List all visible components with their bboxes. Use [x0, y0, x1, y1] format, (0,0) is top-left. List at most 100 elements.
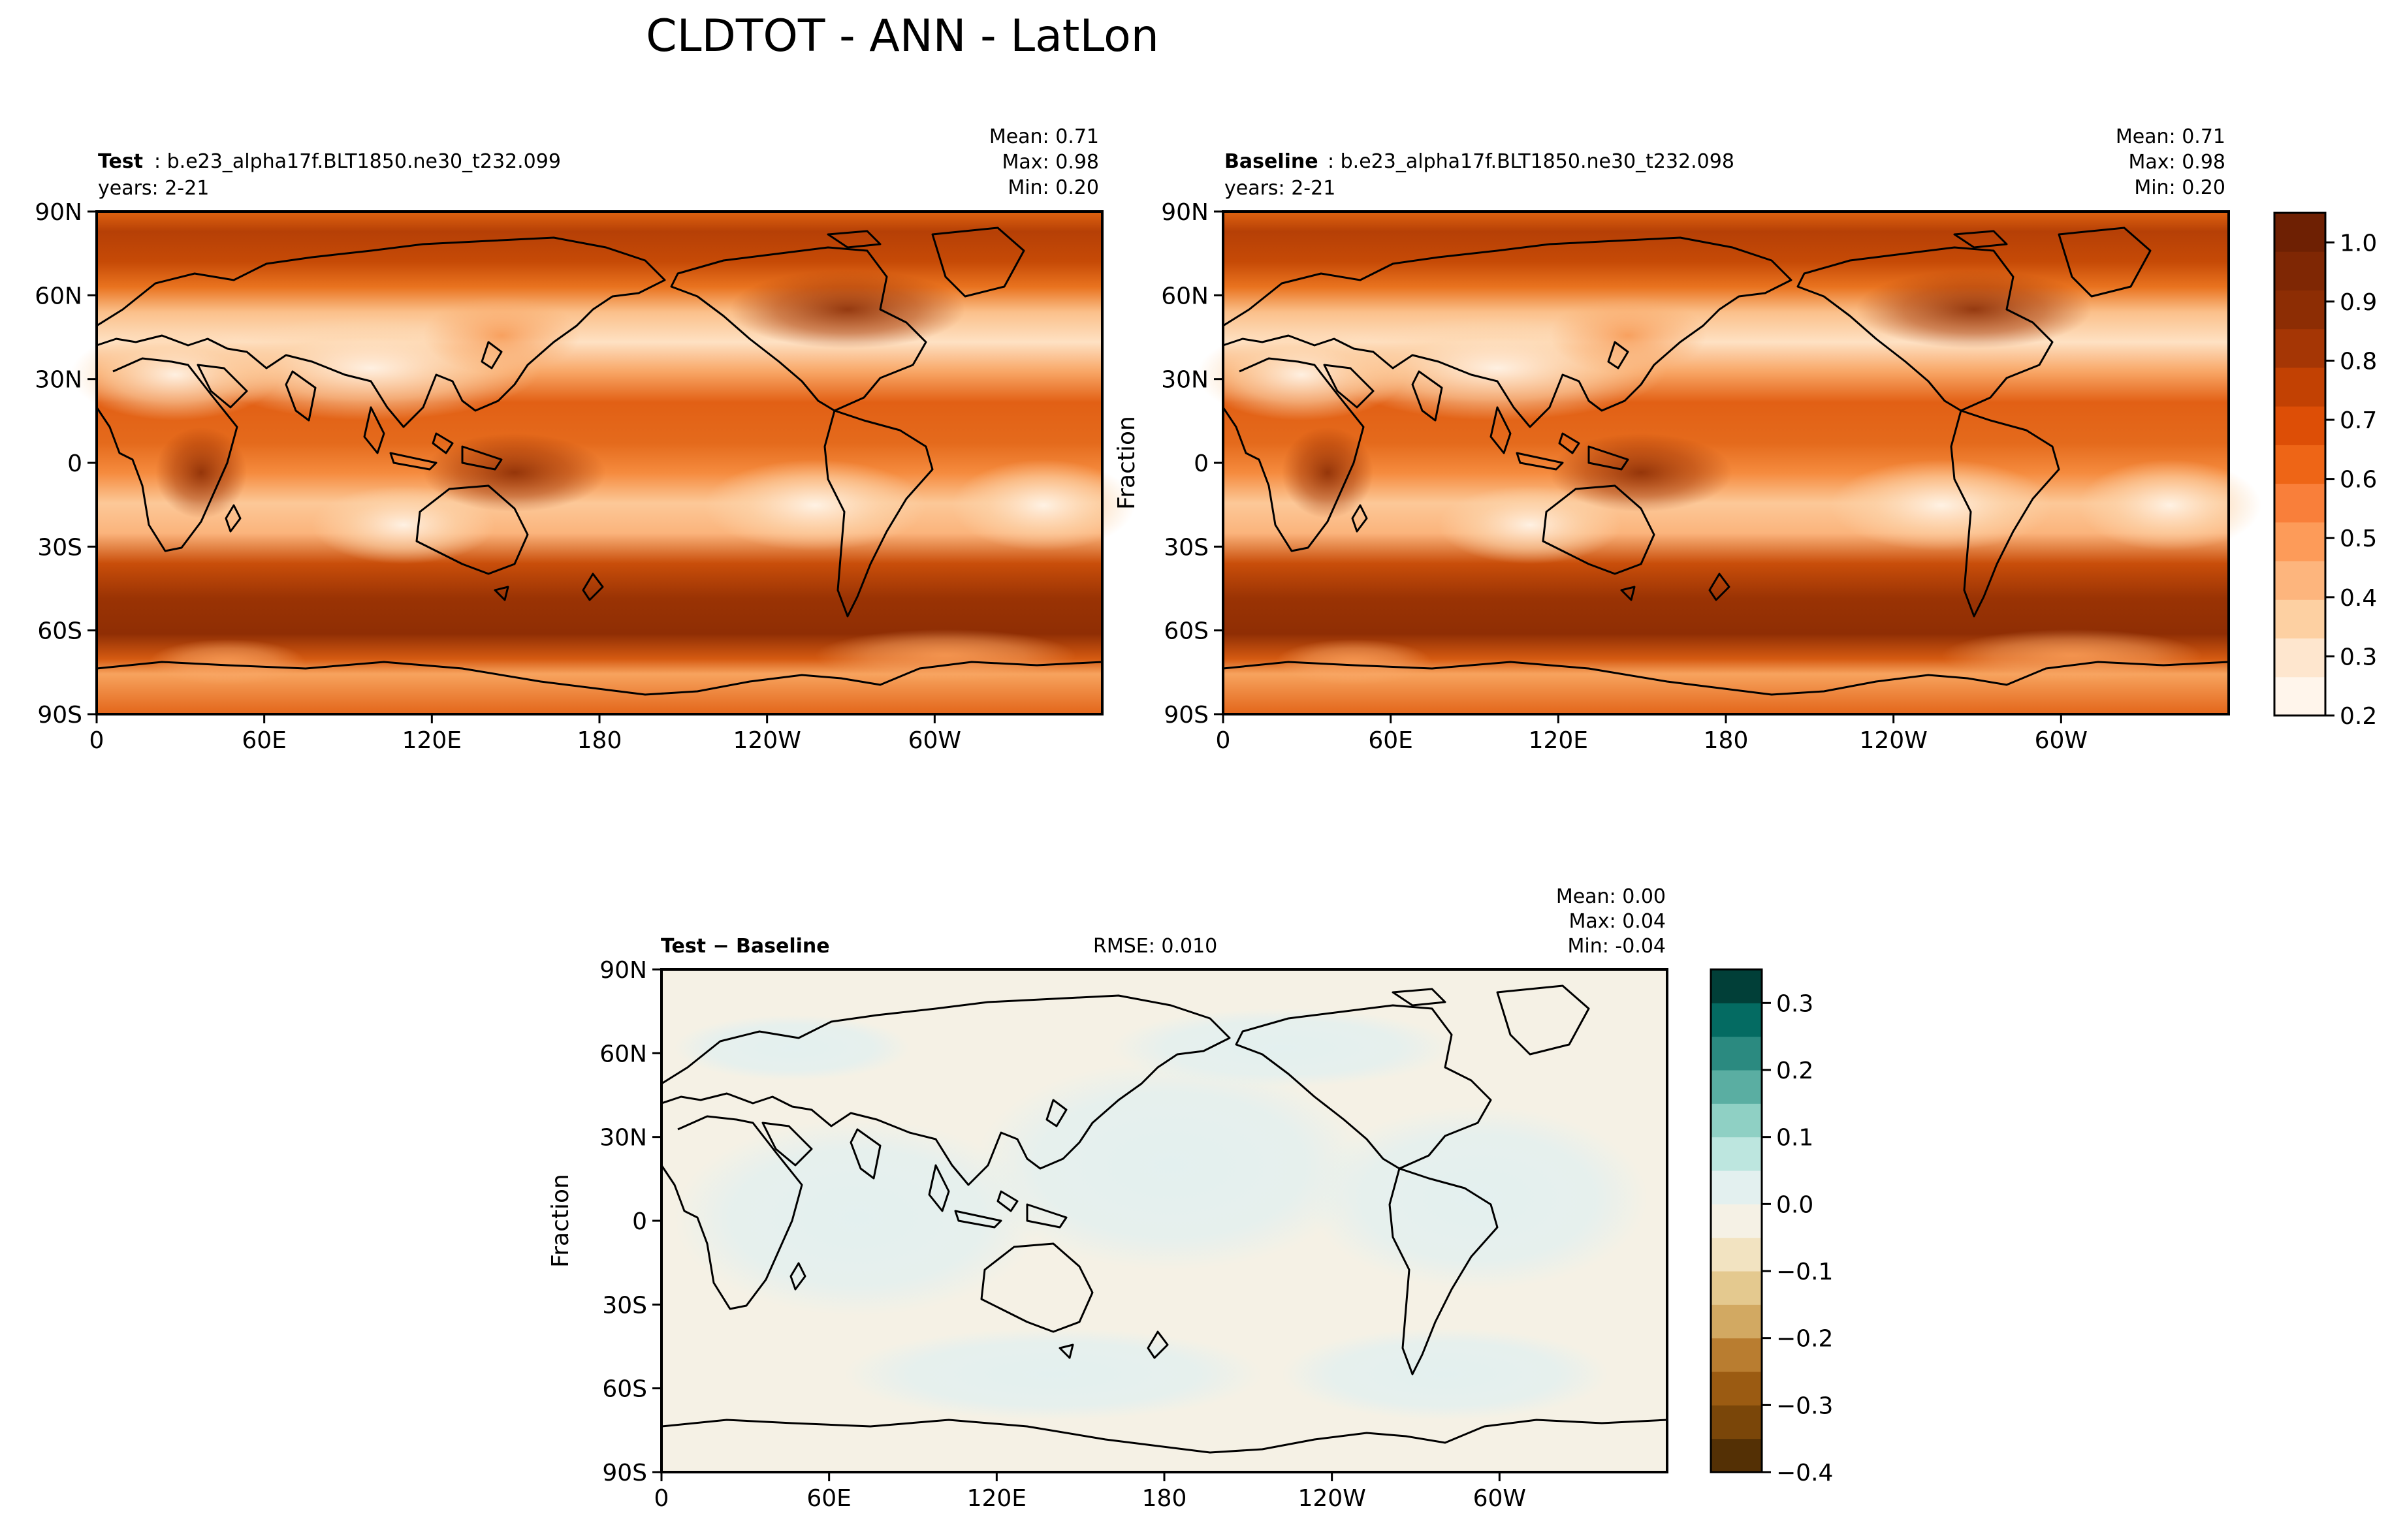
panel-baseline-mean: Mean: 0.71 [2116, 125, 2225, 148]
colorbar-tick-label: −0.2 [1776, 1326, 1833, 1353]
panel-baseline-label: : b.e23_alpha17f.BLT1850.ne30_t232.098 [1328, 150, 1734, 173]
colorbar-swatch [1711, 969, 1762, 1003]
panel-test: Test : b.e23_alpha17f.BLT1850.ne30_t232.… [71, 125, 1135, 715]
panel-baseline-label-bold: Baseline [1224, 150, 1318, 173]
axis-ticks: 0 60E 120E 180 120W 60W 90N 60N 30N 0 30S 60S 90S 0 60… [35, 199, 2088, 1512]
panel-baseline-max: Max: 0.98 [2129, 151, 2225, 174]
y-tick-label: 60S [602, 1376, 647, 1403]
panel-diff-rmse: RMSE: 0.010 [1093, 935, 1217, 958]
y-tick-label: 30N [1161, 367, 1209, 394]
x-tick-label: 120E [1529, 727, 1588, 754]
y-tick-label: 30S [1164, 534, 1209, 561]
colorbar-swatch [2274, 367, 2325, 407]
x-tick-label: 180 [1142, 1485, 1187, 1512]
colorbar-swatch [1711, 1304, 1762, 1339]
x-tick-label: 0 [1216, 727, 1231, 754]
y-tick-label: 90S [602, 1460, 647, 1486]
y-tick-label: 60N [35, 283, 82, 309]
y-tick-label: 60S [37, 618, 82, 645]
colorbar-swatch [1711, 1137, 1762, 1171]
colorbar-tick-label: 0.0 [1776, 1191, 1813, 1218]
y-tick-label: 30S [37, 534, 82, 561]
colorbar-swatch [1711, 1103, 1762, 1138]
colorbar-swatch [1711, 1204, 1762, 1238]
panel-diff-max: Max: 0.04 [1569, 910, 1666, 933]
colorbar-swatch [2274, 213, 2325, 252]
colorbar-swatch [1711, 1372, 1762, 1406]
y-tick-label: 60N [1161, 283, 1209, 309]
panel-diff-min: Min: -0.04 [1568, 935, 1666, 958]
x-tick-label: 0 [89, 727, 104, 754]
x-tick-label: 120W [733, 727, 801, 754]
panel-test-mean: Mean: 0.71 [989, 125, 1099, 148]
colorbar-swatch [1711, 1237, 1762, 1272]
y-tick-label: 90S [1164, 702, 1209, 729]
x-tick-label: 120E [967, 1485, 1027, 1512]
panel-test-min: Min: 0.20 [1008, 176, 1099, 199]
colorbar-swatch [1711, 1438, 1762, 1473]
colorbar-tick-label: −0.3 [1776, 1392, 1833, 1419]
colorbar-swatch [2274, 251, 2325, 291]
colorbar-tick-label: 0.2 [2340, 703, 2377, 730]
map-test [71, 210, 1135, 715]
y-tick-label: 90S [37, 702, 82, 729]
colorbar-swatch [2274, 638, 2325, 678]
colorbar-swatch [2274, 328, 2325, 368]
y-tick-label: 90N [35, 199, 82, 226]
colorbar-tick-label: 0.6 [2340, 467, 2377, 494]
colorbar-swatch [2274, 445, 2325, 484]
colorbar-tick-label: 0.2 [1776, 1058, 1813, 1084]
colorbar-swatch [1711, 1271, 1762, 1305]
x-tick-label: 60W [908, 727, 961, 754]
colorbar-tick-label: −0.1 [1776, 1259, 1833, 1285]
colorbar-main: 1.0 0.9 0.8 0.7 0.6 0.5 0.4 0.3 0.2 [2273, 212, 2377, 730]
y-tick-label: 30N [35, 367, 82, 394]
map-baseline [1197, 210, 2261, 715]
panel-diff: Test − Baseline RMSE: 0.010 Mean: 0.00 M… [547, 885, 1668, 1473]
panel-test-label: : b.e23_alpha17f.BLT1850.ne30_t232.099 [154, 150, 561, 173]
colorbar-frame [1710, 968, 1763, 1473]
colorbar-tick-label: −0.4 [1776, 1460, 1833, 1486]
colorbar-swatch [1711, 1070, 1762, 1104]
x-tick-label: 180 [1704, 727, 1749, 754]
panel-diff-mean: Mean: 0.00 [1556, 885, 1666, 908]
colorbar-tick-label: 0.7 [2340, 407, 2377, 434]
x-tick-label: 60W [2035, 727, 2088, 754]
panel-diff-label: Test − Baseline [661, 935, 830, 958]
colorbar-tick-label: 0.8 [2340, 348, 2377, 375]
panel-diff-ylabel: Fraction [547, 1174, 574, 1268]
colorbar-swatch [2274, 676, 2325, 716]
colorbar-swatch [2274, 561, 2325, 600]
colorbar-swatch [2274, 290, 2325, 330]
x-tick-label: 60E [242, 727, 287, 754]
x-tick-label: 120W [1298, 1485, 1366, 1512]
y-tick-label: 0 [632, 1208, 647, 1235]
x-tick-label: 180 [577, 727, 622, 754]
y-tick-label: 60S [1164, 618, 1209, 645]
colorbar-swatch [2274, 522, 2325, 561]
colorbar-swatch [2274, 406, 2325, 445]
colorbar-tick-label: 0.5 [2340, 526, 2377, 552]
colorbar-swatch [1711, 1036, 1762, 1071]
y-tick-label: 30S [602, 1292, 647, 1319]
colorbar-tick-label: 0.4 [2340, 585, 2377, 612]
y-tick-label: 90N [599, 957, 647, 984]
panel-test-label-bold: Test [98, 150, 143, 173]
x-tick-label: 60W [1473, 1485, 1526, 1512]
x-tick-label: 120W [1860, 727, 1928, 754]
panel-baseline-years: years: 2-21 [1224, 177, 1335, 200]
colorbar-swatch [1711, 1405, 1762, 1439]
colorbar-tick-label: 0.3 [1776, 990, 1813, 1017]
panel-test-max: Max: 0.98 [1002, 151, 1099, 174]
x-tick-label: 60E [1368, 727, 1413, 754]
colorbar-swatch [2274, 599, 2325, 639]
colorbar-tick-label: 0.1 [1776, 1125, 1813, 1152]
panel-test-years: years: 2-21 [98, 177, 209, 200]
x-tick-label: 0 [654, 1485, 669, 1512]
panel-baseline: Baseline : b.e23_alpha17f.BLT1850.ne30_t… [1113, 125, 2261, 715]
map-diff [660, 968, 1668, 1473]
colorbar-tick-label: 0.9 [2340, 289, 2377, 316]
panel-baseline-min: Min: 0.20 [2134, 176, 2225, 199]
colorbar-frame [2273, 212, 2327, 717]
